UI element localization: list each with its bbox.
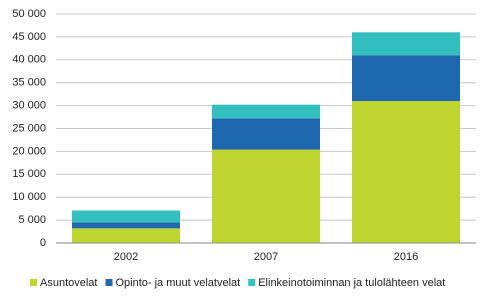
bar-segment — [72, 210, 180, 223]
bar-segment — [352, 101, 460, 244]
bar-segment — [72, 228, 180, 243]
y-tick-label: 0 — [40, 237, 46, 249]
x-tick-label: 2002 — [114, 251, 138, 263]
x-tick-label: 2007 — [254, 251, 278, 263]
bar-segment — [72, 222, 180, 229]
y-tick-label: 15 000 — [12, 168, 46, 180]
y-tick-label: 35 000 — [12, 77, 46, 89]
legend-swatch — [105, 279, 113, 286]
y-tick-label: 50 000 — [12, 8, 46, 20]
y-tick-label: 5 000 — [18, 214, 46, 226]
legend-label: Opinto- ja muut velatvelat — [115, 277, 240, 289]
legend-label: Elinkeinotoiminnan ja tulolähteen velat — [258, 277, 445, 289]
y-tick-label: 20 000 — [12, 145, 46, 157]
legend-swatch — [248, 279, 256, 286]
y-tick-label: 10 000 — [12, 191, 46, 203]
y-tick-label: 30 000 — [12, 100, 46, 112]
legend-swatch — [30, 279, 37, 286]
bar-segment — [352, 32, 460, 56]
y-tick-label: 40 000 — [12, 54, 46, 66]
bar-segment — [352, 55, 460, 102]
bar-segment — [212, 104, 320, 119]
bar-segment — [212, 149, 320, 243]
y-tick-label: 45 000 — [12, 31, 46, 43]
bar-segment — [212, 118, 320, 150]
x-tick-label: 2016 — [394, 251, 418, 263]
y-tick-label: 25 000 — [12, 122, 46, 134]
legend-label: Asuntovelat — [40, 277, 97, 289]
